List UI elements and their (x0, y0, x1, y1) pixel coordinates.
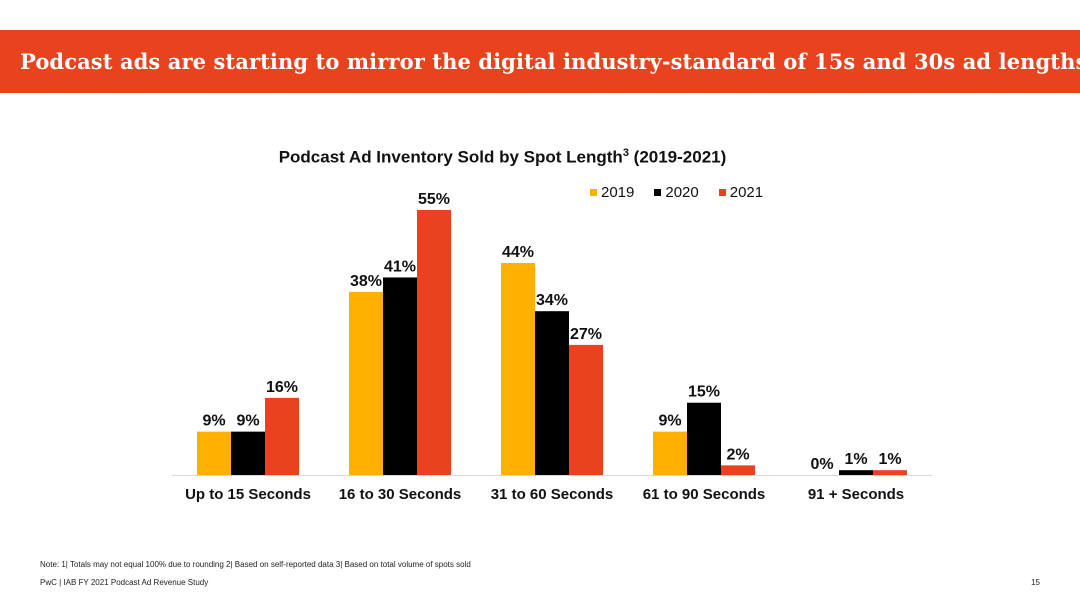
legend-item-2020: 2020 (654, 183, 699, 201)
title-banner: Podcast ads are starting to mirror the d… (0, 30, 1080, 93)
data-label-2019-3: 44% (502, 244, 534, 261)
x-tick-label-5: 91 + Seconds (808, 486, 904, 503)
bar-2020-3 (535, 311, 569, 475)
chart-legend: 2019 2020 2021 (590, 183, 764, 201)
data-label-2020-5: 1% (844, 451, 867, 468)
bar-2021-4 (721, 465, 755, 475)
legend-label-2020: 2020 (665, 183, 699, 201)
bar-2019-2 (349, 291, 383, 475)
data-label-2021-4: 2% (726, 446, 749, 463)
bar-2019-4 (653, 431, 687, 475)
bar-2020-1 (231, 431, 265, 475)
data-label-2021-5: 1% (878, 451, 901, 468)
data-label-2019-4: 9% (658, 413, 681, 430)
legend-swatch-2020 (654, 188, 662, 196)
bar-2020-5 (839, 470, 873, 475)
legend-item-2021: 2021 (718, 183, 764, 201)
bar-2020-4 (687, 402, 721, 475)
bar-2021-5 (873, 470, 907, 475)
chart-title-text: Podcast Ad Inventory Sold by Spot Length (278, 147, 623, 167)
data-label-2021-2: 55% (418, 191, 450, 208)
chart-title-superscript: 3 (622, 147, 629, 159)
footnote: Note: 1| Totals may not equal 100% due t… (40, 560, 471, 569)
x-tick-label-1: Up to 15 Seconds (185, 486, 311, 503)
x-tick-label-2: 16 to 30 Seconds (339, 486, 462, 503)
legend-swatch-2021 (718, 188, 726, 196)
legend-label-2019: 2019 (601, 183, 635, 201)
x-tick-label-4: 61 to 90 Seconds (643, 486, 766, 503)
data-label-2019-2: 38% (350, 273, 382, 290)
bar-2021-2 (417, 210, 451, 475)
data-label-2020-4: 15% (688, 384, 720, 401)
source-footer: PwC | IAB FY 2021 Podcast Ad Revenue Stu… (40, 578, 209, 587)
data-label-2020-1: 9% (236, 413, 259, 430)
data-label-2019-5: 0% (810, 456, 833, 473)
legend-swatch-2019 (590, 188, 597, 196)
legend-item-2019: 2019 (590, 184, 634, 201)
slide-title: Podcast ads are starting to mirror the d… (20, 49, 1080, 74)
chart-title-suffix: (2019-2021) (628, 147, 727, 167)
bar-2019-3 (501, 263, 535, 475)
legend-label-2021: 2021 (729, 183, 764, 201)
bar-2021-3 (569, 344, 603, 475)
x-tick-label-3: 31 to 60 Seconds (491, 486, 614, 503)
bar-2019-1 (197, 431, 231, 475)
chart-title: Podcast Ad Inventory Sold by Spot Length… (0, 147, 1005, 168)
page-number: 15 (1031, 578, 1040, 587)
data-label-2021-1: 16% (266, 379, 298, 396)
bar-2020-2 (383, 277, 417, 475)
bar-2021-1 (265, 397, 299, 475)
data-label-2019-1: 9% (202, 413, 225, 430)
data-label-2021-3: 27% (570, 326, 602, 343)
data-label-2020-2: 41% (384, 258, 416, 275)
data-label-2020-3: 34% (536, 292, 568, 309)
